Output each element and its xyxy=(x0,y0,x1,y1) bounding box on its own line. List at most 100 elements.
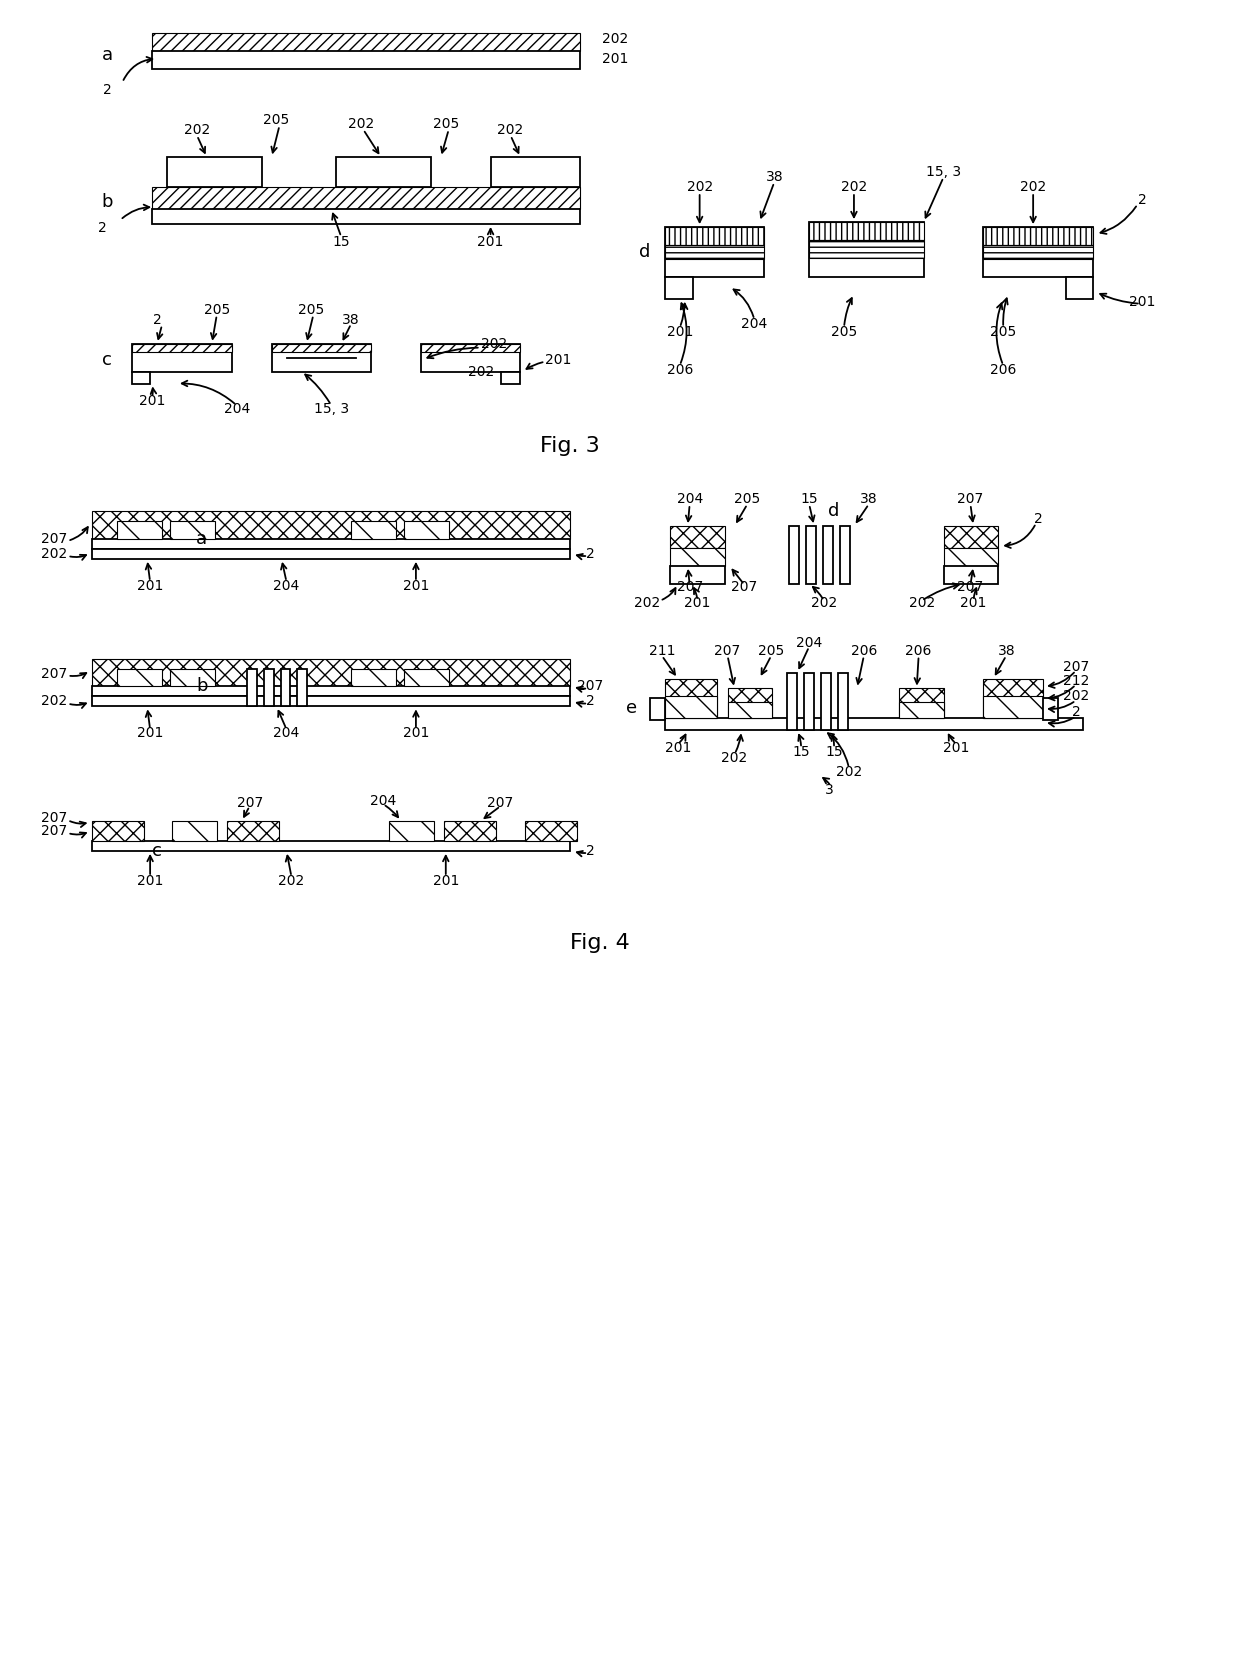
Text: 207: 207 xyxy=(41,811,67,826)
Text: 15: 15 xyxy=(800,492,818,505)
Text: 205: 205 xyxy=(831,325,857,339)
Text: 206: 206 xyxy=(905,644,931,657)
Bar xyxy=(153,208,580,224)
Text: 205: 205 xyxy=(263,113,290,127)
Text: 212: 212 xyxy=(1063,674,1089,687)
Bar xyxy=(272,344,371,372)
Bar xyxy=(172,821,217,841)
Text: 201: 201 xyxy=(403,726,429,741)
Bar xyxy=(92,821,144,841)
Text: d: d xyxy=(828,502,839,520)
Text: 2: 2 xyxy=(585,844,594,857)
Bar xyxy=(983,245,1092,259)
Text: 38: 38 xyxy=(997,644,1016,657)
Bar xyxy=(336,157,430,187)
Bar xyxy=(810,240,924,259)
Text: 202: 202 xyxy=(1063,689,1089,704)
Bar xyxy=(264,669,274,707)
Bar xyxy=(420,344,521,352)
Text: 207: 207 xyxy=(957,492,983,505)
Bar xyxy=(839,525,849,584)
Text: 207: 207 xyxy=(1063,659,1089,674)
Text: 201: 201 xyxy=(546,352,572,367)
Text: 2: 2 xyxy=(1034,512,1043,525)
Bar xyxy=(153,50,580,68)
Text: 202: 202 xyxy=(467,365,494,379)
Bar xyxy=(351,669,396,687)
Text: 15: 15 xyxy=(332,235,350,249)
Bar xyxy=(670,565,724,584)
Bar xyxy=(823,525,833,584)
Bar xyxy=(805,672,815,731)
Text: 2: 2 xyxy=(103,83,112,97)
Text: 205: 205 xyxy=(991,325,1017,339)
Text: 202: 202 xyxy=(811,595,837,610)
Bar xyxy=(389,821,434,841)
Text: 201: 201 xyxy=(1130,295,1156,309)
Text: c: c xyxy=(153,842,162,861)
Text: 201: 201 xyxy=(136,579,164,592)
Bar xyxy=(92,659,570,687)
Text: 201: 201 xyxy=(403,579,429,592)
Bar xyxy=(92,697,570,707)
Text: b: b xyxy=(102,193,113,212)
Bar xyxy=(665,227,764,277)
Text: 202: 202 xyxy=(481,337,507,350)
Text: 207: 207 xyxy=(714,644,740,657)
Text: 205: 205 xyxy=(734,492,760,505)
Text: 205: 205 xyxy=(433,117,459,132)
Text: 201: 201 xyxy=(944,741,970,756)
Bar xyxy=(167,157,262,187)
Bar xyxy=(810,222,924,240)
Text: 202: 202 xyxy=(722,751,748,766)
Text: 207: 207 xyxy=(41,824,67,837)
Bar xyxy=(298,669,308,707)
Bar xyxy=(983,227,1092,245)
Bar xyxy=(133,372,150,384)
Text: Fig. 4: Fig. 4 xyxy=(570,932,630,952)
Bar xyxy=(133,344,232,352)
Text: 201: 201 xyxy=(136,874,164,887)
Text: 201: 201 xyxy=(684,595,711,610)
Text: 201: 201 xyxy=(667,325,693,339)
Bar xyxy=(789,525,800,584)
Text: 204: 204 xyxy=(223,402,249,417)
Text: 204: 204 xyxy=(370,794,397,807)
Text: 202: 202 xyxy=(687,180,713,193)
Bar xyxy=(806,525,816,584)
Text: 15, 3: 15, 3 xyxy=(314,402,348,417)
Bar xyxy=(404,520,449,539)
Text: 207: 207 xyxy=(677,580,703,594)
Bar xyxy=(1043,699,1058,721)
Text: 202: 202 xyxy=(348,117,374,132)
Bar xyxy=(944,565,998,584)
Text: 206: 206 xyxy=(851,644,877,657)
Text: 38: 38 xyxy=(765,170,784,183)
Text: 202: 202 xyxy=(278,874,305,887)
Bar xyxy=(351,520,396,539)
Text: 2: 2 xyxy=(153,312,161,327)
Text: 207: 207 xyxy=(957,580,983,594)
Bar xyxy=(420,344,521,372)
Text: 2: 2 xyxy=(1138,193,1147,207)
Text: 202: 202 xyxy=(603,32,629,45)
Bar xyxy=(728,689,773,719)
Text: 207: 207 xyxy=(41,667,67,681)
Text: 202: 202 xyxy=(41,694,67,709)
Bar xyxy=(280,669,290,707)
Bar xyxy=(665,227,764,245)
Bar xyxy=(92,549,570,559)
Text: 15, 3: 15, 3 xyxy=(926,165,961,178)
Text: 202: 202 xyxy=(841,180,867,193)
Text: 204: 204 xyxy=(742,317,768,330)
Bar xyxy=(133,344,232,372)
Text: 202: 202 xyxy=(41,547,67,560)
Text: d: d xyxy=(639,244,651,260)
Text: a: a xyxy=(196,530,207,549)
Bar xyxy=(899,689,944,719)
Bar xyxy=(92,841,570,851)
Text: 207: 207 xyxy=(237,796,263,811)
Text: 2: 2 xyxy=(585,547,594,560)
Text: 204: 204 xyxy=(796,636,822,649)
Text: 206: 206 xyxy=(990,362,1017,377)
